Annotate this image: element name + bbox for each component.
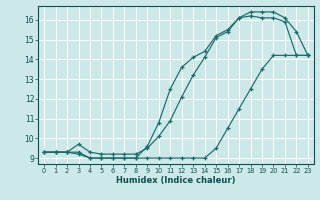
- X-axis label: Humidex (Indice chaleur): Humidex (Indice chaleur): [116, 176, 236, 185]
